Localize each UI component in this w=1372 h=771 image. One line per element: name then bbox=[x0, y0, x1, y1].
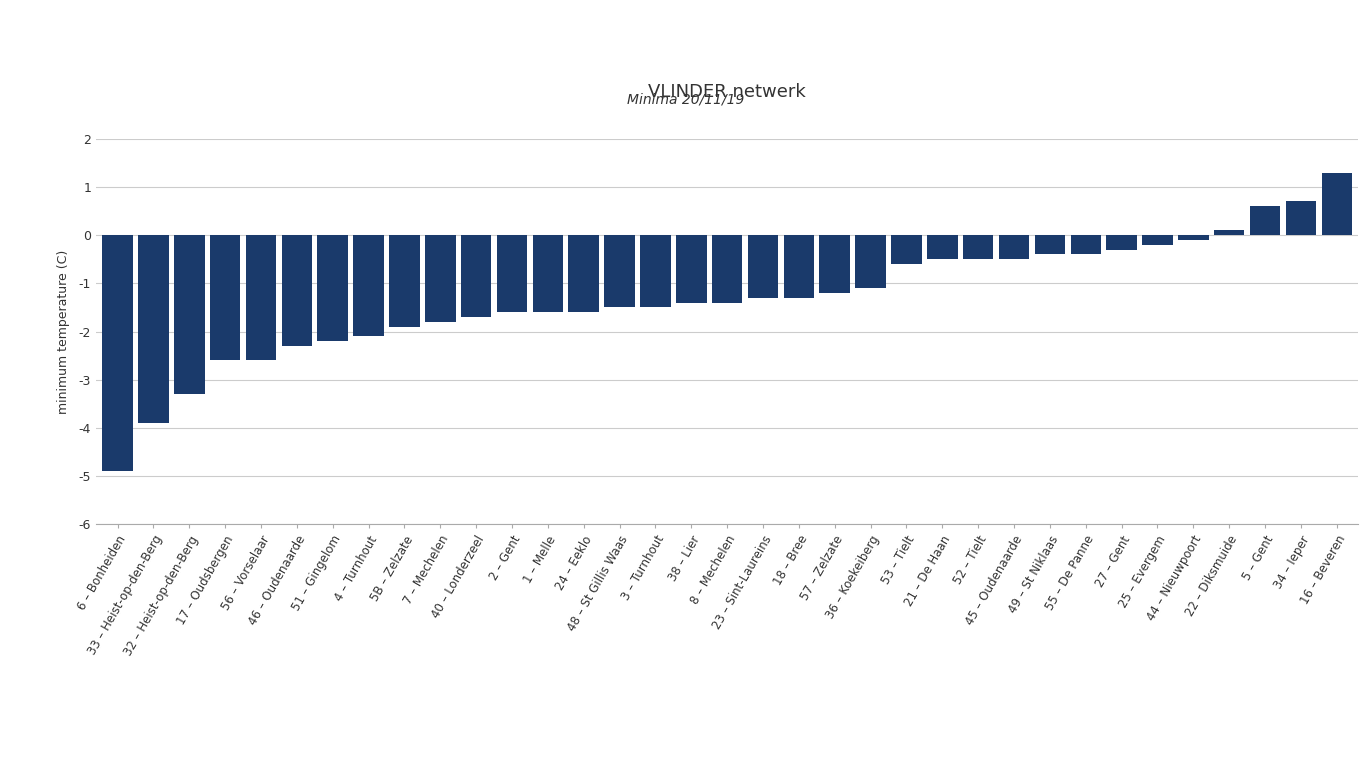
Bar bbox=[604, 235, 635, 308]
Bar bbox=[317, 235, 348, 342]
Bar bbox=[425, 235, 456, 322]
Bar bbox=[783, 235, 814, 298]
Bar bbox=[139, 235, 169, 423]
Bar bbox=[461, 235, 491, 317]
Bar bbox=[927, 235, 958, 259]
Bar bbox=[532, 235, 563, 312]
Bar bbox=[568, 235, 600, 312]
Bar bbox=[1070, 235, 1100, 254]
Bar bbox=[1106, 235, 1137, 250]
Bar bbox=[855, 235, 886, 288]
Bar bbox=[1321, 173, 1351, 235]
Bar bbox=[748, 235, 778, 298]
Bar bbox=[246, 235, 276, 361]
Bar bbox=[963, 235, 993, 259]
Bar bbox=[103, 235, 133, 471]
Bar bbox=[281, 235, 311, 346]
Bar bbox=[1034, 235, 1065, 254]
Bar bbox=[1179, 235, 1209, 240]
Bar bbox=[676, 235, 707, 303]
Bar bbox=[390, 235, 420, 327]
Bar bbox=[712, 235, 742, 303]
Bar bbox=[1286, 201, 1316, 235]
Bar bbox=[892, 235, 922, 264]
Bar bbox=[497, 235, 527, 312]
Bar bbox=[1250, 207, 1280, 235]
Title: VLINDER netwerk: VLINDER netwerk bbox=[649, 83, 805, 101]
Bar bbox=[819, 235, 851, 293]
Bar bbox=[174, 235, 204, 394]
Text: Minima 20/11/19: Minima 20/11/19 bbox=[627, 93, 745, 106]
Bar bbox=[999, 235, 1029, 259]
Bar bbox=[1214, 231, 1244, 235]
Bar bbox=[641, 235, 671, 308]
Bar bbox=[354, 235, 384, 336]
Bar bbox=[210, 235, 240, 361]
Y-axis label: minimum temperature (C): minimum temperature (C) bbox=[58, 249, 70, 414]
Bar bbox=[1143, 235, 1173, 245]
